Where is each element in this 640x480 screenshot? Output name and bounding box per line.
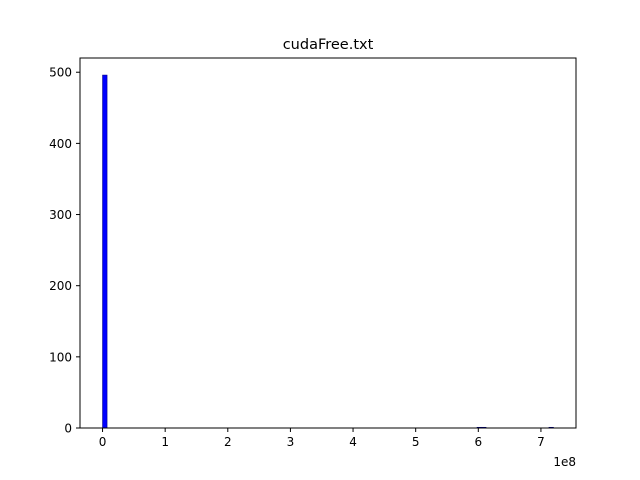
y-tick-label: 200	[49, 279, 72, 293]
chart-title: cudaFree.txt	[283, 37, 374, 53]
x-tick-label: 3	[287, 435, 295, 449]
y-tick-label: 400	[49, 137, 72, 151]
y-axis: 0 100 200 300 400 500	[49, 66, 80, 436]
x-offset-label: 1e8	[553, 455, 576, 469]
x-tick-label: 1	[161, 435, 169, 449]
bars-group	[102, 74, 554, 429]
x-tick-label: 4	[349, 435, 357, 449]
x-axis: 0 1 2 3 4 5 6 7	[99, 428, 545, 449]
x-tick-label: 6	[474, 435, 482, 449]
x-tick-label: 5	[412, 435, 420, 449]
plot-frame	[79, 57, 577, 429]
x-tick-label: 2	[224, 435, 232, 449]
y-tick-label: 0	[64, 422, 72, 436]
x-tick-label: 7	[537, 435, 545, 449]
y-tick-label: 300	[49, 208, 72, 222]
y-tick-label: 500	[49, 66, 72, 80]
y-tick-label: 100	[49, 350, 72, 364]
histogram-bar	[102, 74, 108, 429]
x-tick-label: 0	[99, 435, 107, 449]
